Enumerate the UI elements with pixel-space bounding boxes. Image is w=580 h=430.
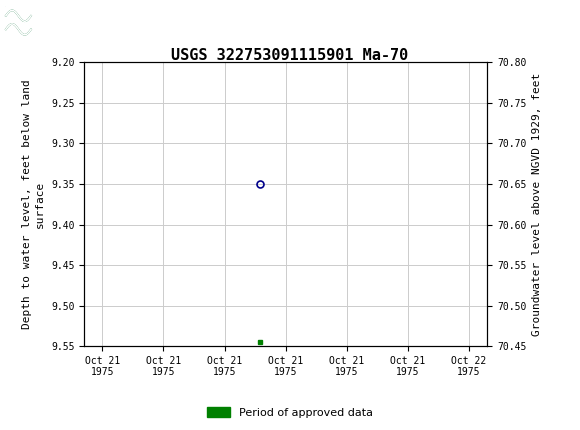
Bar: [5, 6, 32, 40]
Y-axis label: Depth to water level, feet below land
surface: Depth to water level, feet below land su…: [22, 80, 45, 329]
Text: USGS 322753091115901 Ma-70: USGS 322753091115901 Ma-70: [171, 49, 409, 63]
Text: USGS: USGS: [64, 14, 119, 31]
Y-axis label: Groundwater level above NGVD 1929, feet: Groundwater level above NGVD 1929, feet: [532, 73, 542, 336]
Bar: [5, 6, 60, 40]
Legend: Period of approved data: Period of approved data: [203, 403, 377, 422]
